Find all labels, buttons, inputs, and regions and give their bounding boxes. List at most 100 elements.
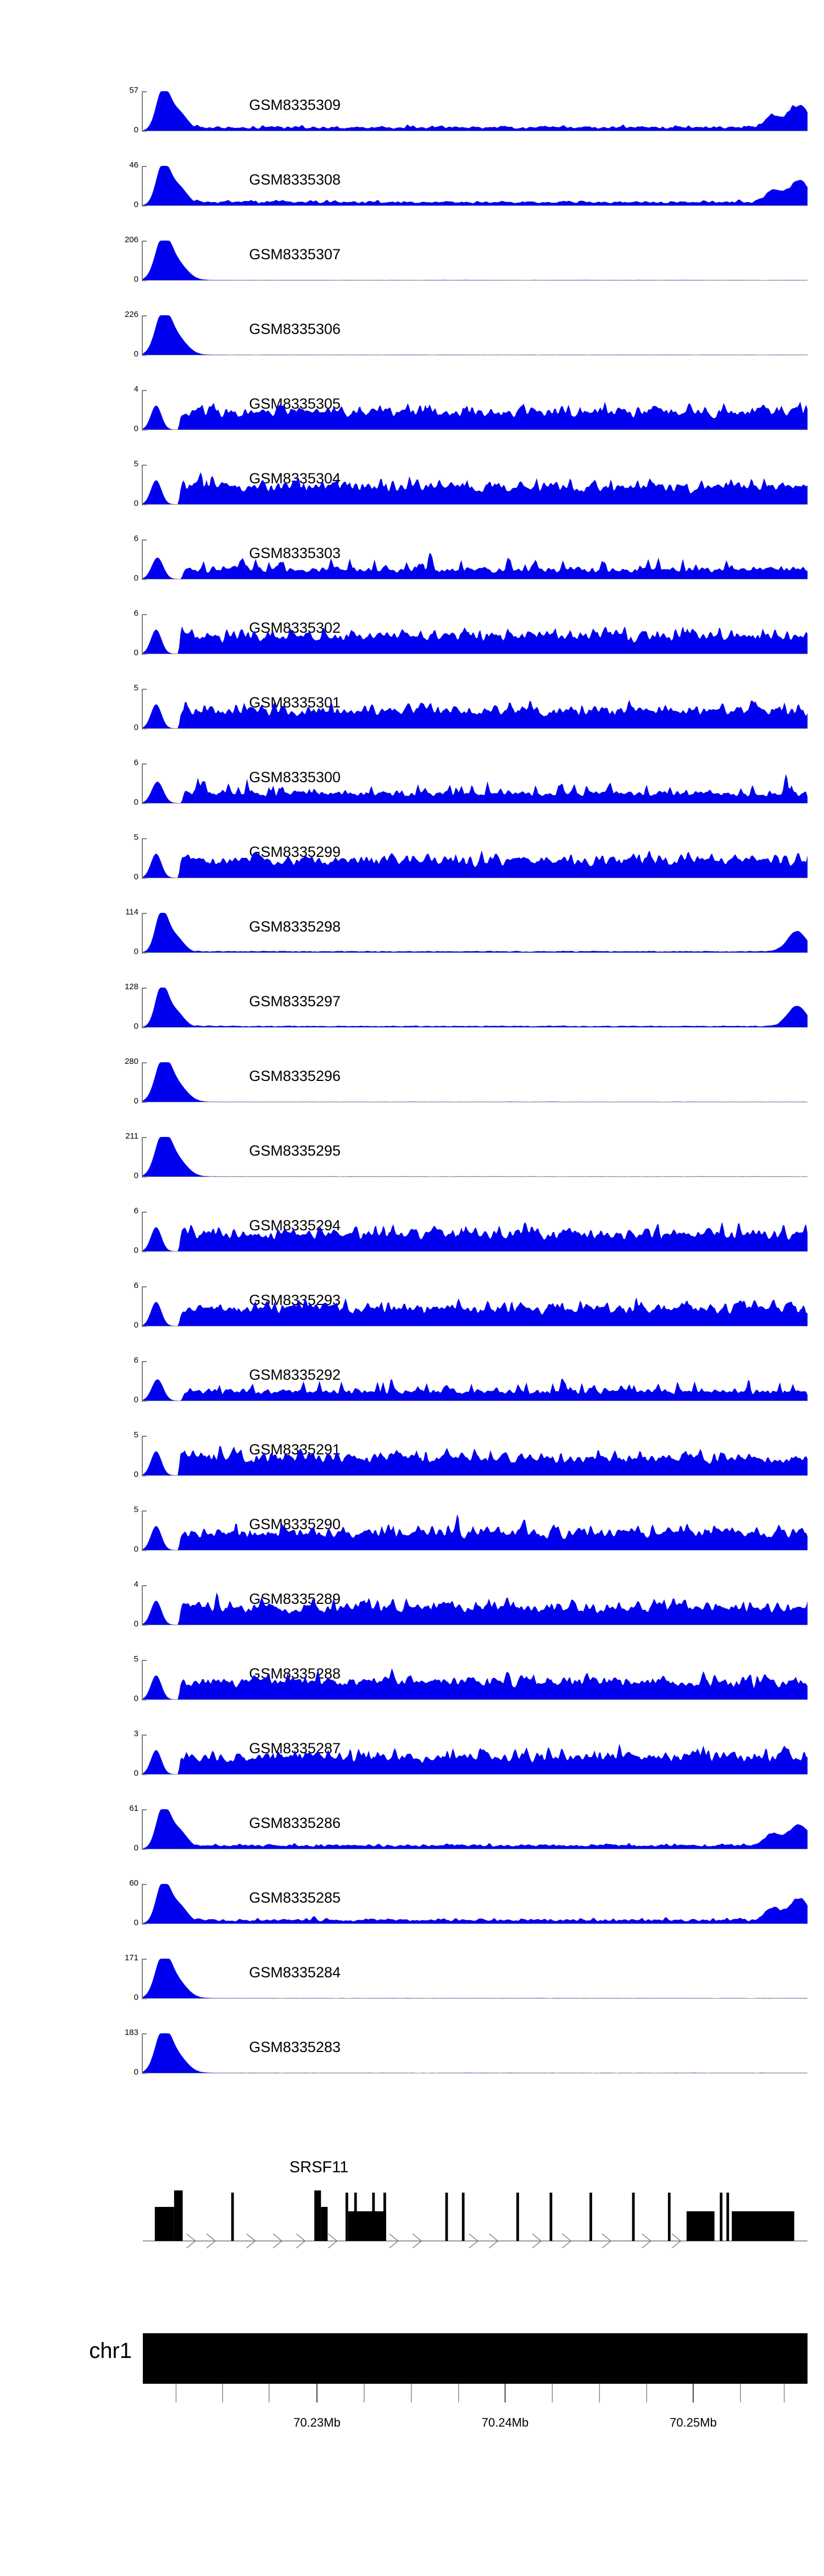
coverage-track: GSM8335297 128 0 bbox=[0, 979, 824, 1030]
track-axis-tick-max bbox=[142, 1809, 147, 1810]
chromosome-ideogram-panel: chr1 70.23Mb 70.24Mb 70.25Mb bbox=[0, 2323, 824, 2499]
track-axis-tick-max bbox=[142, 1959, 147, 1960]
track-axis-tick-min bbox=[142, 1027, 147, 1028]
track-axis-max-label: 206 bbox=[124, 235, 138, 244]
coverage-track: GSM8335298 114 0 bbox=[0, 904, 824, 956]
track-y-axis bbox=[142, 1286, 143, 1326]
coverage-plot bbox=[143, 689, 808, 728]
track-axis-tick-min bbox=[142, 952, 147, 954]
track-baseline bbox=[143, 1699, 808, 1700]
coverage-plot bbox=[143, 1286, 808, 1326]
coverage-plot bbox=[143, 1137, 808, 1177]
track-sample-label: GSM8335298 bbox=[249, 918, 341, 935]
coverage-track: GSM8335309 57 0 bbox=[0, 82, 824, 135]
track-axis-min-label: 0 bbox=[133, 648, 138, 657]
track-axis-max-label: 46 bbox=[129, 160, 138, 170]
track-axis-tick-min bbox=[142, 1251, 147, 1252]
track-axis-tick-min bbox=[142, 579, 147, 580]
track-axis-max-label: 183 bbox=[124, 2028, 138, 2037]
track-axis-tick-min bbox=[142, 2073, 147, 2074]
track-y-axis bbox=[142, 1884, 143, 1923]
track-baseline bbox=[143, 1923, 808, 1924]
coverage-plot bbox=[143, 913, 808, 952]
gene-label: SRSF11 bbox=[289, 2159, 349, 2176]
track-axis-tick-max bbox=[142, 689, 147, 690]
coverage-track: GSM8335295 211 0 bbox=[0, 1128, 824, 1180]
track-axis-tick-max bbox=[142, 465, 147, 466]
track-y-axis bbox=[142, 1062, 143, 1102]
track-y-axis bbox=[142, 91, 143, 131]
track-axis-max-label: 6 bbox=[133, 1206, 138, 1215]
track-axis-max-label: 6 bbox=[133, 1356, 138, 1365]
track-axis-tick-max bbox=[142, 913, 147, 914]
track-y-axis bbox=[142, 838, 143, 878]
track-axis-tick-max bbox=[142, 315, 147, 316]
track-axis-max-label: 5 bbox=[133, 1505, 138, 1514]
track-axis-tick-min bbox=[142, 205, 147, 207]
track-axis-min-label: 0 bbox=[133, 499, 138, 508]
track-sample-label: GSM8335306 bbox=[249, 321, 341, 337]
coverage-plot bbox=[143, 2033, 808, 2073]
track-baseline bbox=[143, 1027, 808, 1028]
track-axis-tick-max bbox=[142, 390, 147, 391]
coverage-plot bbox=[143, 465, 808, 504]
track-axis-tick-max bbox=[142, 1436, 147, 1437]
track-axis-tick-max bbox=[142, 1660, 147, 1661]
coverage-track: GSM8335306 226 0 bbox=[0, 306, 824, 358]
track-axis-min-label: 0 bbox=[133, 125, 138, 135]
track-axis-tick-max bbox=[142, 2033, 147, 2034]
coverage-track: GSM8335301 5 0 bbox=[0, 680, 824, 732]
coverage-plot bbox=[143, 1585, 808, 1625]
track-axis-min-label: 0 bbox=[133, 1694, 138, 1703]
coverage-track: GSM8335302 6 0 bbox=[0, 605, 824, 657]
track-sample-label: GSM8335294 bbox=[249, 1217, 341, 1234]
coverage-track: GSM8335290 5 0 bbox=[0, 1502, 824, 1554]
track-sample-label: GSM8335290 bbox=[249, 1516, 341, 1532]
track-axis-min-label: 0 bbox=[133, 1843, 138, 1853]
track-sample-label: GSM8335307 bbox=[249, 246, 341, 263]
track-axis-min-label: 0 bbox=[133, 1545, 138, 1554]
track-axis-min-label: 0 bbox=[133, 1096, 138, 1106]
track-baseline bbox=[143, 1475, 808, 1476]
track-axis-tick-min bbox=[142, 1326, 147, 1327]
track-sample-label: GSM8335297 bbox=[249, 993, 341, 1010]
track-axis-min-label: 0 bbox=[133, 872, 138, 882]
track-baseline bbox=[143, 1251, 808, 1252]
track-axis-min-label: 0 bbox=[133, 1769, 138, 1778]
track-axis-min-label: 0 bbox=[133, 1246, 138, 1255]
track-y-axis bbox=[142, 1510, 143, 1550]
track-y-axis bbox=[142, 1212, 143, 1251]
track-axis-tick-min bbox=[142, 803, 147, 804]
track-sample-label: GSM8335284 bbox=[249, 1964, 341, 1981]
track-axis-min-label: 0 bbox=[133, 200, 138, 209]
track-axis-tick-min bbox=[142, 1699, 147, 1700]
coordinate-axis bbox=[175, 2384, 785, 2402]
coverage-plot bbox=[143, 838, 808, 878]
track-axis-tick-min bbox=[142, 1774, 147, 1775]
track-axis-max-label: 211 bbox=[125, 1131, 138, 1141]
track-sample-label: GSM8335285 bbox=[249, 1889, 341, 1906]
track-axis-min-label: 0 bbox=[133, 1171, 138, 1180]
coverage-plot bbox=[143, 1436, 808, 1475]
coverage-track: GSM8335294 6 0 bbox=[0, 1203, 824, 1255]
track-y-axis bbox=[142, 2033, 143, 2073]
track-sample-label: GSM8335296 bbox=[249, 1068, 341, 1084]
track-axis-min-label: 0 bbox=[133, 275, 138, 284]
track-axis-max-label: 5 bbox=[133, 459, 138, 469]
coverage-track: GSM8335303 6 0 bbox=[0, 531, 824, 582]
track-baseline bbox=[143, 1774, 808, 1775]
coverage-plot bbox=[143, 166, 808, 205]
track-axis-tick-max bbox=[142, 838, 147, 839]
track-axis-max-label: 57 bbox=[129, 86, 138, 95]
track-axis-max-label: 114 bbox=[125, 907, 138, 917]
track-axis-max-label: 5 bbox=[133, 833, 138, 842]
track-axis-max-label: 226 bbox=[124, 310, 138, 319]
track-y-axis bbox=[142, 390, 143, 430]
coverage-track: GSM8335292 6 0 bbox=[0, 1352, 824, 1404]
coverage-track: GSM8335287 3 0 bbox=[0, 1726, 824, 1778]
track-axis-tick-min bbox=[142, 430, 147, 431]
track-y-axis bbox=[142, 1735, 143, 1774]
coverage-plot bbox=[143, 1361, 808, 1401]
coverage-plot bbox=[143, 390, 808, 430]
track-sample-label: GSM8335292 bbox=[249, 1367, 341, 1383]
